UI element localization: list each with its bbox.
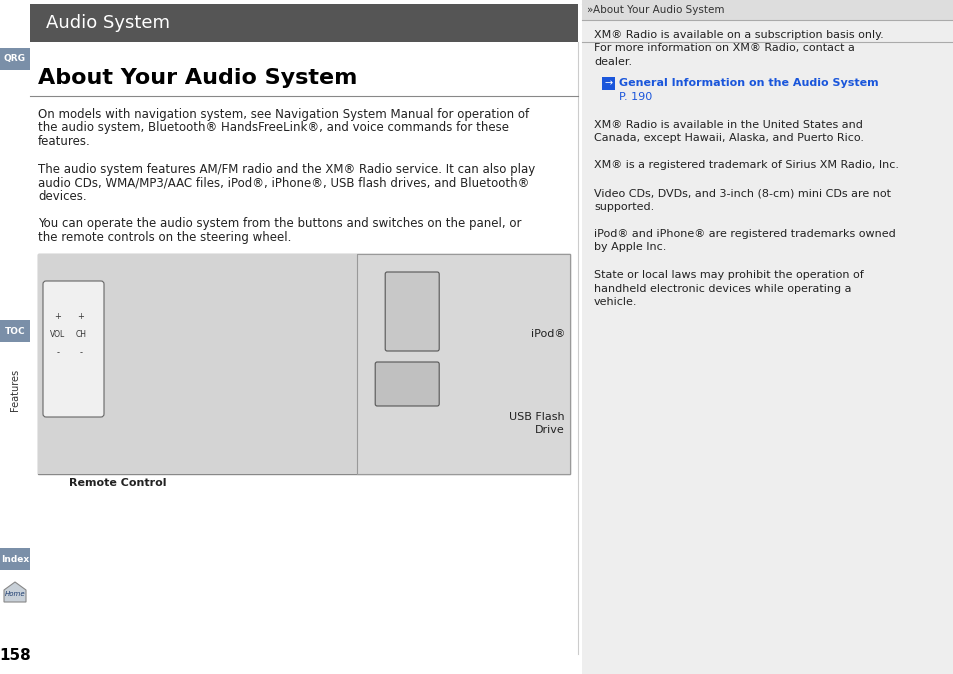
Text: the audio system, Bluetooth® HandsFreeLink®, and voice commands for these: the audio system, Bluetooth® HandsFreeLi… (38, 121, 509, 135)
Text: CH: CH (75, 330, 87, 339)
Text: TOC: TOC (5, 326, 26, 336)
Text: Drive: Drive (535, 425, 564, 435)
FancyBboxPatch shape (0, 548, 30, 570)
Text: Audio System: Audio System (46, 14, 170, 32)
FancyBboxPatch shape (0, 320, 30, 342)
Text: iPod® and iPhone® are registered trademarks owned: iPod® and iPhone® are registered tradema… (594, 229, 895, 239)
Text: Home: Home (5, 591, 26, 597)
Text: Features: Features (10, 369, 20, 411)
FancyBboxPatch shape (375, 362, 438, 406)
Text: Video CDs, DVDs, and 3-inch (8-cm) mini CDs are not: Video CDs, DVDs, and 3-inch (8-cm) mini … (594, 188, 890, 198)
Text: Remote Control: Remote Control (70, 478, 167, 488)
Text: →: → (604, 78, 612, 88)
Polygon shape (4, 582, 26, 602)
Text: iPod®: iPod® (530, 329, 564, 339)
Text: Canada, except Hawaii, Alaska, and Puerto Rico.: Canada, except Hawaii, Alaska, and Puert… (594, 133, 863, 143)
Text: You can operate the audio system from the buttons and switches on the panel, or: You can operate the audio system from th… (38, 217, 521, 230)
Text: General Information on the Audio System: General Information on the Audio System (618, 78, 878, 88)
Text: devices.: devices. (38, 189, 87, 202)
Text: XM® Radio is available on a subscription basis only.: XM® Radio is available on a subscription… (594, 30, 882, 40)
Text: the remote controls on the steering wheel.: the remote controls on the steering whee… (38, 231, 291, 243)
Text: +: + (77, 312, 85, 321)
Text: P. 190: P. 190 (618, 92, 652, 102)
FancyBboxPatch shape (581, 0, 953, 20)
Text: Index: Index (1, 555, 29, 563)
Text: On models with navigation system, see Navigation System Manual for operation of: On models with navigation system, see Na… (38, 108, 529, 121)
Text: About Your Audio System: About Your Audio System (38, 68, 357, 88)
Text: State or local laws may prohibit the operation of: State or local laws may prohibit the ope… (594, 270, 862, 280)
Text: handheld electronic devices while operating a: handheld electronic devices while operat… (594, 284, 851, 293)
FancyBboxPatch shape (0, 48, 30, 70)
FancyBboxPatch shape (38, 254, 569, 474)
Text: by Apple Inc.: by Apple Inc. (594, 243, 666, 253)
Text: XM® is a registered trademark of Sirius XM Radio, Inc.: XM® is a registered trademark of Sirius … (594, 160, 898, 171)
Text: features.: features. (38, 135, 91, 148)
Text: USB Flash: USB Flash (509, 412, 564, 422)
Text: »About Your Audio System: »About Your Audio System (586, 5, 723, 15)
Text: -: - (56, 348, 59, 357)
Text: 158: 158 (0, 648, 30, 663)
Text: vehicle.: vehicle. (594, 297, 637, 307)
Text: audio CDs, WMA/MP3/AAC files, iPod®, iPhone®, USB flash drives, and Bluetooth®: audio CDs, WMA/MP3/AAC files, iPod®, iPh… (38, 176, 529, 189)
Text: +: + (54, 312, 61, 321)
FancyBboxPatch shape (30, 4, 578, 42)
FancyBboxPatch shape (385, 272, 438, 351)
Text: VOL: VOL (51, 330, 66, 339)
FancyBboxPatch shape (601, 77, 615, 90)
Text: supported.: supported. (594, 202, 654, 212)
Text: The audio system features AM/FM radio and the XM® Radio service. It can also pla: The audio system features AM/FM radio an… (38, 162, 535, 175)
Text: QRG: QRG (4, 55, 26, 63)
FancyBboxPatch shape (43, 281, 104, 417)
FancyBboxPatch shape (38, 254, 356, 474)
Text: For more information on XM® Radio, contact a: For more information on XM® Radio, conta… (594, 44, 854, 53)
Text: -: - (79, 348, 82, 357)
FancyBboxPatch shape (581, 0, 953, 674)
Text: dealer.: dealer. (594, 57, 632, 67)
FancyBboxPatch shape (356, 254, 569, 474)
Text: XM® Radio is available in the United States and: XM® Radio is available in the United Sta… (594, 119, 862, 129)
